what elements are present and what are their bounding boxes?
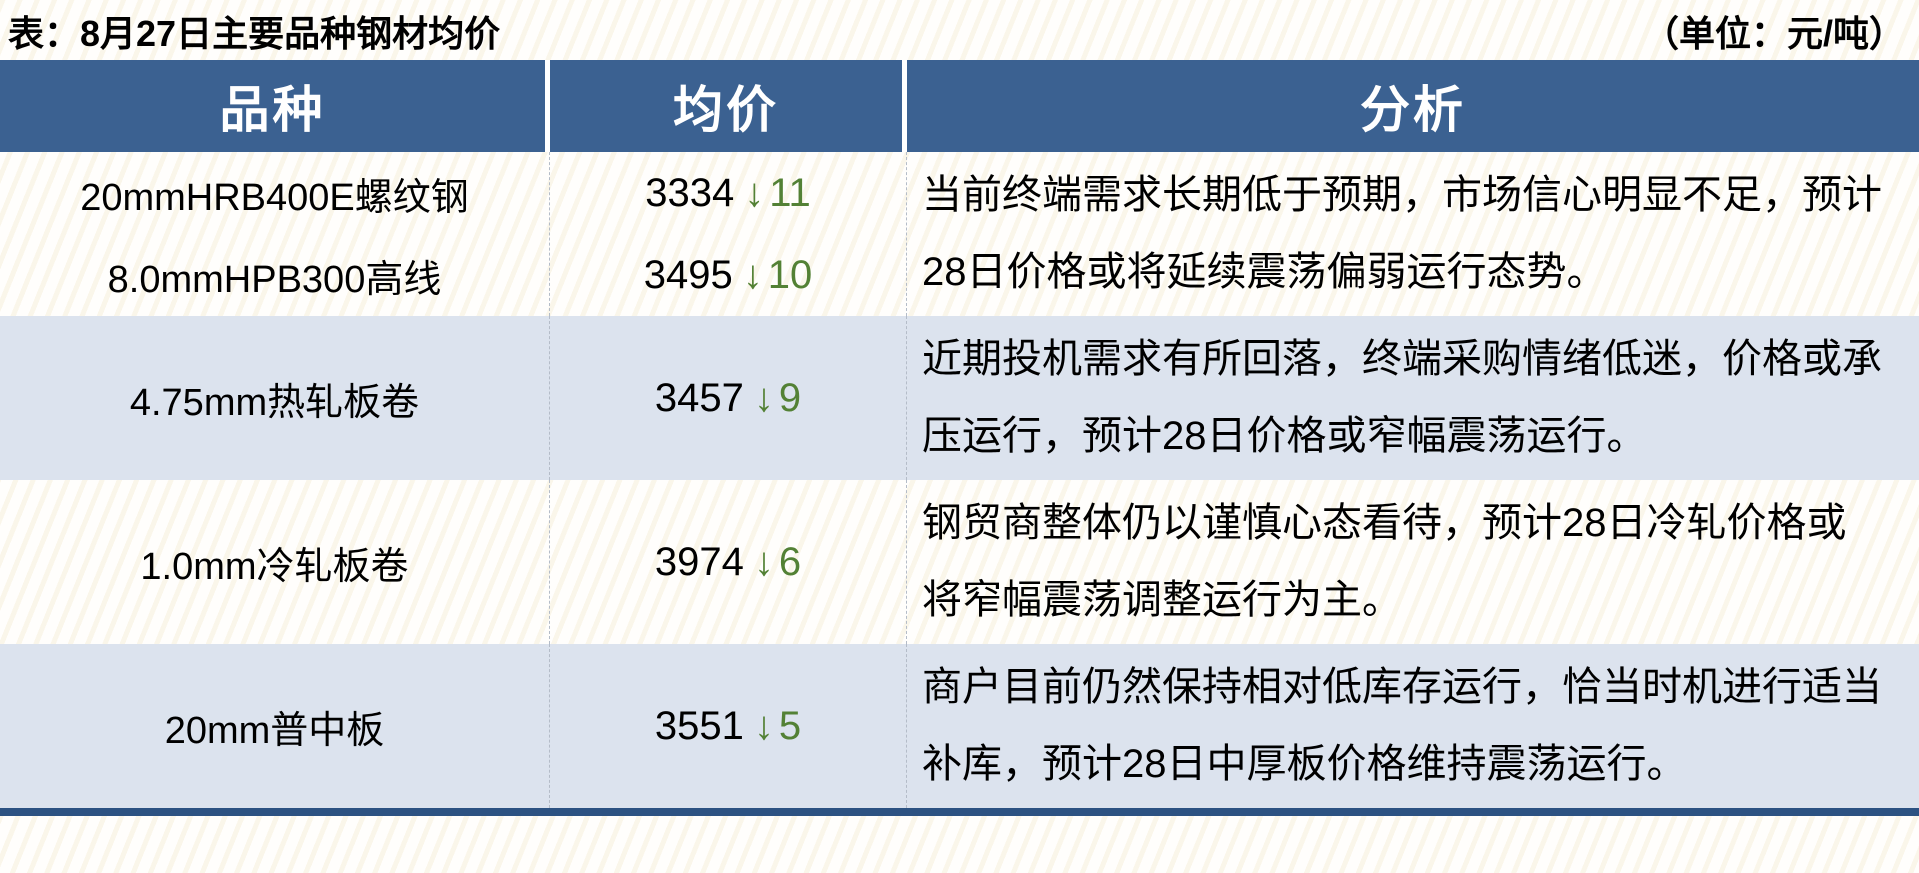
- analysis-line: 钢贸商整体仍以谨慎心态看待，预计28日冷轧价格或: [922, 501, 1847, 545]
- variety-name: 1.0mm冷轧板卷: [140, 545, 409, 588]
- price-line: 3457 ↓ 9: [655, 316, 801, 480]
- analysis-line: 将窄幅震荡调整运行为主。: [922, 578, 1402, 622]
- unit-label: （单位：元/吨）: [1642, 13, 1905, 54]
- watermark-area: [0, 816, 1919, 873]
- analysis-line: 近期投机需求有所回落，终端采购情绪低迷，价格或承: [922, 337, 1882, 381]
- variety-name: 4.75mm热轧板卷: [129, 381, 420, 424]
- price-line: 3551 ↓ 5: [655, 644, 801, 808]
- header-cell-variety: 品种: [0, 60, 550, 152]
- analysis-line: 压运行，预计28日价格或窄幅震荡运行。: [922, 414, 1647, 458]
- variety-cell: 20mmHRB400E螺纹钢 8.0mmHPB300高线: [0, 152, 550, 316]
- page-title: 表：8月27日主要品种钢材均价: [8, 13, 501, 54]
- table-row: 20mm普中板 3551 ↓ 5 商户目前仍然保持相对低库存运行，恰当时机进行适当 …: [0, 644, 1919, 808]
- price-value: 3974: [654, 539, 744, 584]
- price-line: 3334 ↓ 11: [645, 152, 811, 234]
- analysis-line: 补库，预计28日中厚板价格维持震荡运行。: [922, 742, 1687, 786]
- table-row: 4.75mm热轧板卷 3457 ↓ 9 近期投机需求有所回落，终端采购情绪低迷，价格…: [0, 316, 1919, 480]
- table-header-row: 品种 均价 分析: [0, 60, 1919, 152]
- price-cell: 3334 ↓ 11 3495 ↓ 10: [550, 152, 907, 316]
- analysis-cell: 商户目前仍然保持相对低库存运行，恰当时机进行适当 补库，预计28日中厚板价格维持…: [907, 644, 1919, 808]
- analysis-cell: 钢贸商整体仍以谨慎心态看待，预计28日冷轧价格或 将窄幅震荡调整运行为主。: [907, 480, 1919, 644]
- analysis-line: 28日价格或将延续震荡偏弱运行态势。: [922, 250, 1607, 294]
- price-line: 3974 ↓ 6: [655, 480, 801, 644]
- variety-name: 20mmHRB400E螺纹钢: [80, 176, 469, 219]
- analysis-line: 当前终端需求长期低于预期，市场信心明显不足，预计: [922, 173, 1882, 217]
- header-cell-analysis: 分析: [1360, 82, 1466, 138]
- variety-cell: 1.0mm冷轧板卷: [0, 480, 550, 644]
- down-arrow-icon: ↓: [753, 703, 774, 748]
- down-arrow-icon: ↓: [742, 252, 763, 297]
- down-arrow-icon: ↓: [744, 170, 765, 215]
- price-cell: 3551 ↓ 5: [550, 644, 907, 808]
- variety-name: 20mm普中板: [164, 709, 385, 752]
- variety-cell: 20mm普中板: [0, 644, 550, 808]
- analysis-cell: 当前终端需求长期低于预期，市场信心明显不足，预计 28日价格或将延续震荡偏弱运行…: [907, 152, 1919, 316]
- price-value: 3457: [654, 375, 744, 420]
- price-change: 9: [778, 375, 802, 420]
- price-value: 3495: [643, 252, 733, 297]
- table-row: 20mmHRB400E螺纹钢 8.0mmHPB300高线 3334 ↓ 11 349…: [0, 152, 1919, 316]
- table-bottom-border: [0, 808, 1919, 816]
- price-value: 3334: [645, 170, 735, 215]
- price-cell: 3974 ↓ 6: [550, 480, 907, 644]
- down-arrow-icon: ↓: [753, 539, 774, 584]
- price-cell: 3457 ↓ 9: [550, 316, 907, 480]
- down-arrow-icon: ↓: [753, 375, 774, 420]
- analysis-cell: 近期投机需求有所回落，终端采购情绪低迷，价格或承 压运行，预计28日价格或窄幅震…: [907, 316, 1919, 480]
- variety-name: 8.0mmHPB300高线: [107, 258, 442, 301]
- header-cell-avg-price: 均价: [550, 60, 907, 152]
- price-line: 3495 ↓ 10: [644, 234, 812, 316]
- variety-cell: 4.75mm热轧板卷: [0, 316, 550, 480]
- title-bar: 表：8月27日主要品种钢材均价 （单位：元/吨）: [0, 0, 1919, 60]
- price-change: 11: [769, 170, 811, 215]
- table-row: 1.0mm冷轧板卷 3974 ↓ 6 钢贸商整体仍以谨慎心态看待，预计28日冷轧价格…: [0, 480, 1919, 644]
- price-change: 5: [778, 703, 802, 748]
- price-change: 10: [767, 252, 813, 297]
- analysis-line: 商户目前仍然保持相对低库存运行，恰当时机进行适当: [922, 665, 1882, 709]
- price-change: 6: [778, 539, 802, 584]
- price-value: 3551: [654, 703, 744, 748]
